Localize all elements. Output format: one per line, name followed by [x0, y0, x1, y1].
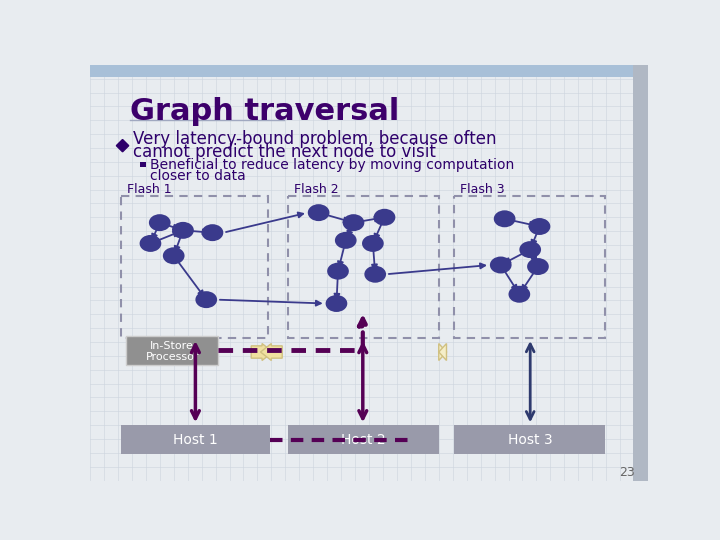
Text: Graph traversal: Graph traversal	[130, 97, 400, 125]
Text: cannot predict the next node to visit: cannot predict the next node to visit	[133, 143, 436, 161]
Ellipse shape	[508, 286, 530, 303]
FancyBboxPatch shape	[454, 425, 606, 455]
Text: Host 3: Host 3	[508, 433, 552, 447]
FancyBboxPatch shape	[121, 425, 270, 455]
Ellipse shape	[195, 291, 217, 308]
Ellipse shape	[172, 222, 194, 239]
FancyArrow shape	[251, 343, 273, 361]
Text: Flash 1: Flash 1	[127, 183, 172, 196]
Text: Host 2: Host 2	[341, 433, 385, 447]
Ellipse shape	[343, 214, 364, 231]
Ellipse shape	[327, 262, 349, 280]
Ellipse shape	[374, 209, 395, 226]
Text: Host 1: Host 1	[173, 433, 217, 447]
Ellipse shape	[325, 295, 347, 312]
Ellipse shape	[527, 258, 549, 275]
Text: Flash 2: Flash 2	[294, 183, 338, 196]
FancyArrow shape	[438, 343, 446, 361]
FancyBboxPatch shape	[287, 425, 438, 455]
Polygon shape	[117, 139, 129, 152]
Ellipse shape	[140, 235, 161, 252]
Bar	[90, 65, 648, 77]
Ellipse shape	[202, 224, 223, 241]
Ellipse shape	[519, 241, 541, 258]
Ellipse shape	[163, 247, 184, 264]
FancyArrow shape	[438, 343, 446, 361]
Ellipse shape	[307, 204, 330, 221]
FancyBboxPatch shape	[127, 336, 218, 365]
Text: Flash 3: Flash 3	[461, 183, 505, 196]
Ellipse shape	[364, 266, 386, 283]
Text: Very latency-bound problem, because often: Very latency-bound problem, because ofte…	[133, 131, 497, 149]
Ellipse shape	[149, 214, 171, 231]
Text: Beneficial to reduce latency by moving computation: Beneficial to reduce latency by moving c…	[150, 158, 514, 172]
Text: In-Store: In-Store	[150, 341, 194, 351]
Ellipse shape	[528, 218, 550, 235]
Ellipse shape	[362, 235, 384, 252]
Text: Processor: Processor	[145, 352, 199, 362]
Text: 23: 23	[619, 467, 635, 480]
Ellipse shape	[335, 232, 356, 249]
Bar	[140, 162, 145, 167]
FancyArrow shape	[261, 343, 282, 361]
Text: closer to data: closer to data	[150, 168, 246, 183]
Bar	[632, 65, 648, 481]
Ellipse shape	[494, 210, 516, 227]
Ellipse shape	[490, 256, 512, 273]
